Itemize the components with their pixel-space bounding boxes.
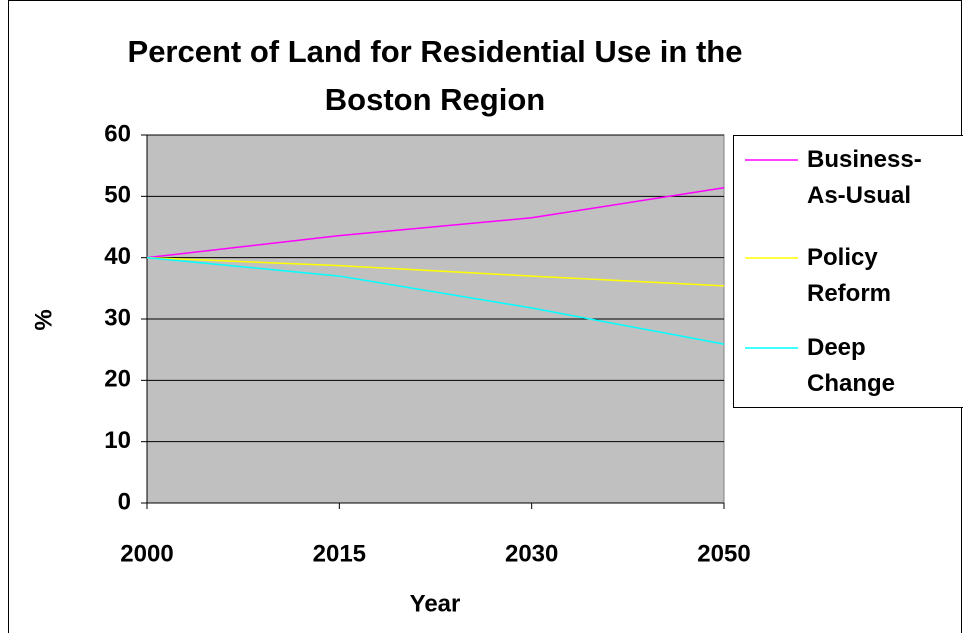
series-line (146, 256, 725, 287)
legend-label: Policy Reform (807, 244, 892, 307)
x-tick-label: 2015 (313, 540, 366, 567)
series-line (146, 187, 725, 259)
y-tick-label: 40 (104, 243, 131, 270)
y-tick-label: 0 (118, 488, 131, 515)
legend-box (733, 135, 963, 408)
y-tick-label: 50 (104, 182, 131, 209)
series-line (146, 256, 725, 345)
y-tick-label: 30 (104, 304, 131, 331)
x-tick-label: 2000 (120, 540, 173, 567)
legend-label: Business-As-Usual (807, 146, 922, 209)
x-axis-title: Year (410, 590, 461, 617)
y-axis-title: % (30, 309, 57, 330)
chart-title: Percent of Land for Residential Use in t… (127, 34, 743, 117)
x-tick-label: 2030 (505, 540, 558, 567)
y-tick-label: 10 (104, 427, 131, 454)
y-tick-label: 20 (104, 366, 131, 393)
y-tick-label: 60 (104, 120, 131, 147)
x-tick-label: 2050 (697, 540, 750, 567)
legend-label: Deep Change (807, 334, 896, 397)
